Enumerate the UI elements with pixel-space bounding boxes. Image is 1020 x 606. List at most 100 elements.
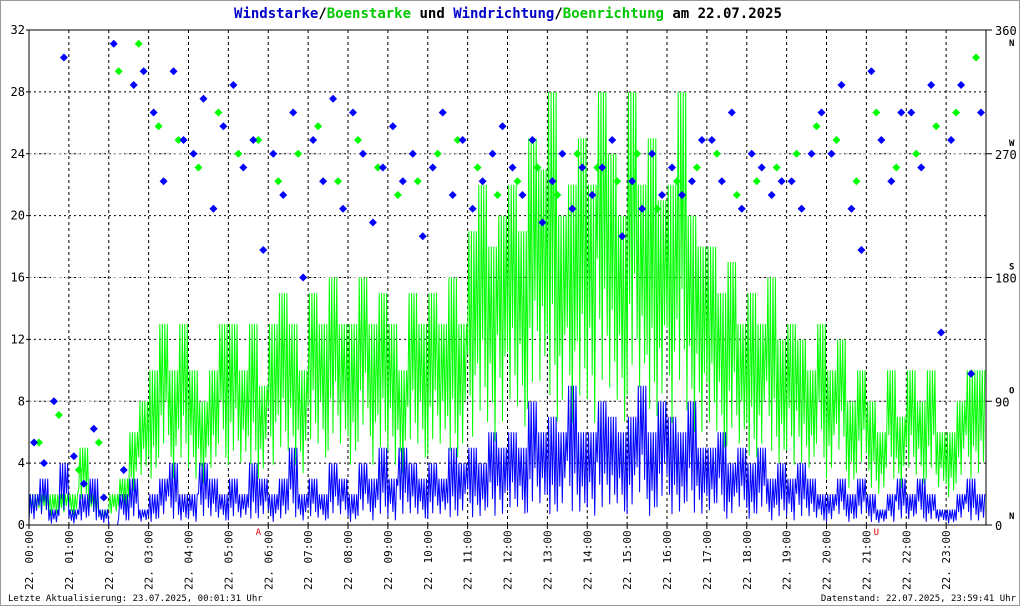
gust-direction-point — [712, 149, 721, 158]
x-tick-label: 22. 13:00 — [541, 530, 554, 590]
wind-direction-point — [648, 149, 657, 158]
gust-direction-point — [573, 149, 582, 158]
wind-direction-point — [867, 67, 876, 76]
wind-line — [28, 385, 986, 526]
gust-direction-point — [932, 122, 941, 131]
wind-direction-point — [548, 177, 557, 186]
gust-direction-point — [593, 163, 602, 172]
wind-direction-point — [289, 108, 298, 117]
wind-direction-point — [737, 204, 746, 213]
wind-direction-point — [807, 149, 816, 158]
wind-direction-point — [887, 177, 896, 186]
wind-direction-point — [847, 204, 856, 213]
wind-direction-point — [368, 218, 377, 227]
x-tick-label: 22. 17:00 — [701, 530, 714, 590]
y-tick-left: 16 — [11, 271, 25, 285]
gust-direction-point — [194, 163, 203, 172]
gust-direction-point — [533, 163, 542, 172]
wind-direction-point — [428, 163, 437, 172]
gust-direction-point — [553, 191, 562, 199]
x-tick-label: 22. 15:00 — [621, 530, 634, 590]
gust-direction-point — [613, 177, 622, 186]
gust-direction-point — [274, 177, 283, 186]
x-tick-label: 22. 09:00 — [382, 530, 395, 590]
wind-direction-point — [319, 177, 328, 186]
wind-direction-point — [179, 136, 188, 144]
sunrise-marker: A — [256, 528, 262, 538]
gust-direction-point — [353, 136, 362, 144]
x-tick-label: 22. 01:00 — [63, 530, 76, 590]
gust-direction-point — [633, 149, 642, 158]
gust-direction-point — [792, 149, 801, 158]
x-tick-label: 22. 07:00 — [302, 530, 315, 590]
last-update: Letzte Aktualisierung: 23.07.2025, 00:01… — [8, 594, 263, 604]
gust-direction-point — [114, 67, 123, 76]
wind-direction-point — [39, 459, 48, 468]
x-tick-label: 22. 16:00 — [661, 530, 674, 590]
gust-direction-point — [732, 191, 741, 199]
wind-direction-point — [937, 328, 946, 337]
x-tick-label: 22. 23:00 — [940, 530, 953, 590]
title-sep: / — [318, 6, 326, 22]
wind-direction-point — [49, 397, 58, 406]
wind-direction-point — [638, 204, 647, 213]
gust-direction-point — [174, 136, 183, 144]
wind-direction-point — [468, 204, 477, 213]
x-tick-label: 22. 19:00 — [781, 530, 794, 590]
gust-direction-point — [653, 204, 662, 213]
wind-direction-point — [777, 177, 786, 186]
wind-direction-point — [339, 204, 348, 213]
wind-direction-point — [498, 122, 507, 131]
wind-direction-point — [59, 53, 68, 62]
gust-direction-point — [752, 177, 761, 186]
wind-direction-point — [757, 163, 766, 172]
wind-direction-point — [608, 136, 617, 144]
gust-direction-point — [214, 108, 223, 117]
gust-direction-point — [493, 191, 502, 199]
wind-direction-point — [169, 67, 178, 76]
gust-direction-point — [393, 191, 402, 199]
data-timestamp: Datenstand: 22.07.2025, 23:59:41 Uhr — [821, 594, 1017, 604]
wind-direction-point — [727, 108, 736, 117]
x-tick-label: 22. 18:00 — [741, 530, 754, 590]
y-tick-left: 28 — [11, 85, 25, 99]
wind-direction-point — [877, 136, 886, 144]
wind-direction-point — [538, 218, 547, 227]
wind-direction-point — [747, 149, 756, 158]
y-tick-left: 4 — [18, 456, 25, 470]
compass-label: O — [1009, 386, 1015, 396]
y-tick-left: 0 — [18, 518, 25, 532]
wind-direction-point — [189, 149, 198, 158]
x-tick-label: 22. 20:00 — [821, 530, 834, 590]
title-windstarke: Windstarke — [234, 6, 318, 22]
gust-direction-point — [254, 136, 263, 144]
wind-direction-point — [917, 163, 926, 172]
wind-direction-point — [488, 149, 497, 158]
wind-direction-point — [229, 81, 238, 89]
x-tick-label: 22. 02:00 — [103, 530, 116, 590]
compass-label: S — [1009, 263, 1014, 273]
wind-direction-point — [388, 122, 397, 131]
wind-direction-point — [438, 108, 447, 117]
x-tick-label: 22. 08:00 — [342, 530, 355, 590]
wind-direction-point — [598, 163, 607, 172]
gust-direction-point — [314, 122, 323, 131]
wind-direction-point — [159, 177, 168, 186]
title-boenstarke: Boenstarke — [327, 6, 411, 22]
x-tick-label: 22. 22:00 — [900, 530, 913, 590]
wind-direction-point — [448, 191, 457, 199]
wind-direction-point — [897, 108, 906, 117]
wind-direction-point — [299, 273, 308, 282]
gust-direction-point — [413, 177, 422, 186]
wind-direction-point — [957, 81, 966, 89]
wind-direction-point — [857, 246, 866, 254]
compass-label: W — [1009, 139, 1015, 149]
wind-direction-point — [907, 108, 916, 117]
gust-direction-point — [373, 163, 382, 172]
y-tick-left: 12 — [11, 332, 25, 346]
wind-direction-point — [408, 149, 417, 158]
wind-direction-point — [358, 149, 367, 158]
gust-direction-point — [812, 122, 821, 131]
x-tick-label: 22. 00:00 — [23, 530, 36, 590]
y-tick-right: 360 — [995, 24, 1017, 38]
